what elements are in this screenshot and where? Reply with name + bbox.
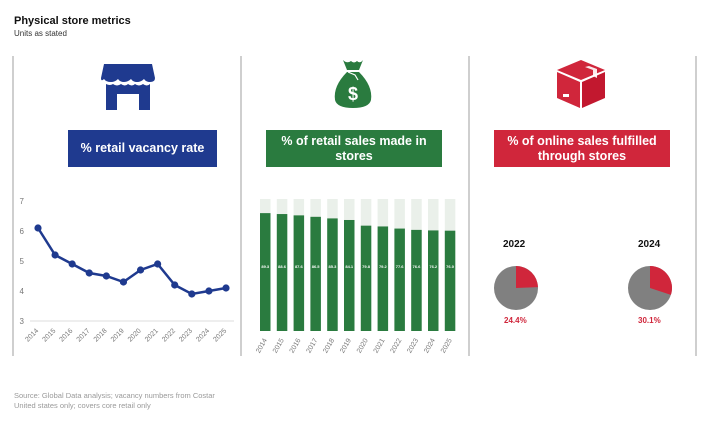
- pie-share-slice: [516, 266, 538, 288]
- x-tick-label: 2014: [255, 337, 269, 354]
- store-sales-bar-chart: 89.3 2014 88.6 2015 87.6 2016 86.5 2017 85.3 2018…: [255, 199, 456, 354]
- bar-data-label: 84.1: [345, 264, 354, 269]
- bar-2017: [310, 216, 321, 331]
- panel-header-vacancy: % retail vacancy rate: [68, 130, 217, 167]
- page-subtitle: Units as stated: [14, 29, 67, 38]
- x-tick-label: 2017: [76, 328, 92, 344]
- x-tick-label: 2021: [373, 337, 387, 354]
- x-tick-label: 2015: [272, 337, 286, 354]
- data-point-2015: [51, 251, 59, 259]
- bar-data-label: 79.2: [379, 264, 388, 269]
- pie-year-2022: 2022: [503, 239, 526, 250]
- y-tick-label: 3: [20, 317, 25, 326]
- x-tick-label: 2019: [110, 328, 126, 344]
- x-tick-label: 2021: [144, 328, 160, 344]
- bar-2018: [327, 218, 338, 331]
- bar-2022: [394, 228, 405, 331]
- bar-data-label: 87.6: [295, 264, 304, 269]
- bar-data-label: 79.8: [362, 264, 371, 269]
- bar-data-label: 76.0: [446, 264, 455, 269]
- bar-data-label: 76.2: [429, 264, 438, 269]
- bar-2023: [411, 229, 422, 331]
- data-point-2020: [136, 266, 145, 274]
- money-bag-icon: $: [334, 60, 372, 108]
- x-tick-label: 2016: [59, 328, 75, 344]
- data-point-2014: [34, 224, 42, 232]
- data-point-2016: [68, 260, 76, 268]
- data-point-2021: [154, 260, 162, 268]
- bar-2024: [428, 230, 439, 331]
- x-tick-label: 2023: [178, 328, 194, 344]
- data-point-2022: [171, 281, 179, 289]
- bar-data-label: 76.6: [413, 264, 422, 269]
- y-tick-label: 7: [20, 197, 25, 206]
- bar-data-label: 88.6: [278, 264, 287, 269]
- x-tick-label: 2024: [195, 328, 211, 344]
- x-tick-label: 2016: [289, 337, 303, 354]
- x-tick-label: 2019: [339, 337, 353, 354]
- data-point-2017: [85, 269, 93, 277]
- pie-year-2024: 2024: [638, 239, 661, 250]
- bar-2014: [260, 213, 271, 331]
- y-tick-label: 4: [20, 287, 25, 296]
- page-title: Physical store metrics: [14, 15, 131, 27]
- bar-data-label: 89.3: [261, 264, 270, 269]
- x-tick-label: 2014: [24, 328, 40, 344]
- bar-2025: [444, 230, 456, 331]
- x-tick-label: 2025: [440, 337, 454, 354]
- y-tick-label: 5: [20, 257, 25, 266]
- data-point-2024: [205, 287, 213, 295]
- panel-header-store-sales: % of retail sales made in stores: [266, 130, 442, 167]
- x-tick-label: 2022: [161, 328, 177, 344]
- y-tick-label: 6: [20, 227, 25, 236]
- bar-data-label: 77.6: [396, 264, 405, 269]
- svg-text:$: $: [348, 84, 358, 104]
- x-tick-label: 2015: [41, 328, 57, 344]
- pie-2022: [494, 266, 538, 310]
- bar-2019: [344, 219, 355, 331]
- pie-2024: [628, 266, 672, 310]
- data-point-2019: [119, 278, 128, 286]
- pie-label-2022: 24.4%: [504, 316, 527, 325]
- vacancy-series-line: [36, 227, 227, 296]
- pie-share-slice: [650, 266, 672, 295]
- data-point-2023: [188, 290, 196, 298]
- bar-2021: [377, 226, 389, 331]
- divider-1: [240, 56, 242, 356]
- x-tick-label: 2020: [127, 328, 143, 344]
- data-point-2018: [102, 272, 110, 280]
- footer-source: Source: Global Data analysis; vacancy nu…: [14, 391, 215, 400]
- storefront-icon: [101, 64, 155, 110]
- divider-left: [12, 56, 14, 356]
- bar-2020: [360, 225, 372, 331]
- x-tick-label: 2018: [322, 337, 336, 354]
- bar-data-label: 85.3: [329, 264, 338, 269]
- x-tick-label: 2022: [390, 337, 404, 354]
- divider-right: [695, 56, 697, 356]
- panel-header-online-fulfilled: % of online sales fulfilled through stor…: [494, 130, 670, 167]
- package-box-icon: [557, 60, 605, 108]
- x-tick-label: 2017: [306, 337, 320, 354]
- x-tick-label: 2018: [93, 328, 109, 344]
- bar-2015: [276, 214, 288, 331]
- data-point-2025: [222, 284, 230, 292]
- x-tick-label: 2020: [356, 337, 370, 354]
- bar-data-label: 86.5: [312, 264, 321, 269]
- pie-label-2024: 30.1%: [638, 316, 661, 325]
- divider-2: [468, 56, 470, 356]
- x-tick-label: 2023: [406, 337, 420, 354]
- x-tick-label: 2025: [212, 328, 228, 344]
- x-tick-label: 2024: [423, 337, 437, 354]
- bar-2016: [293, 215, 305, 331]
- footer-note: United states only; covers core retail o…: [14, 401, 151, 410]
